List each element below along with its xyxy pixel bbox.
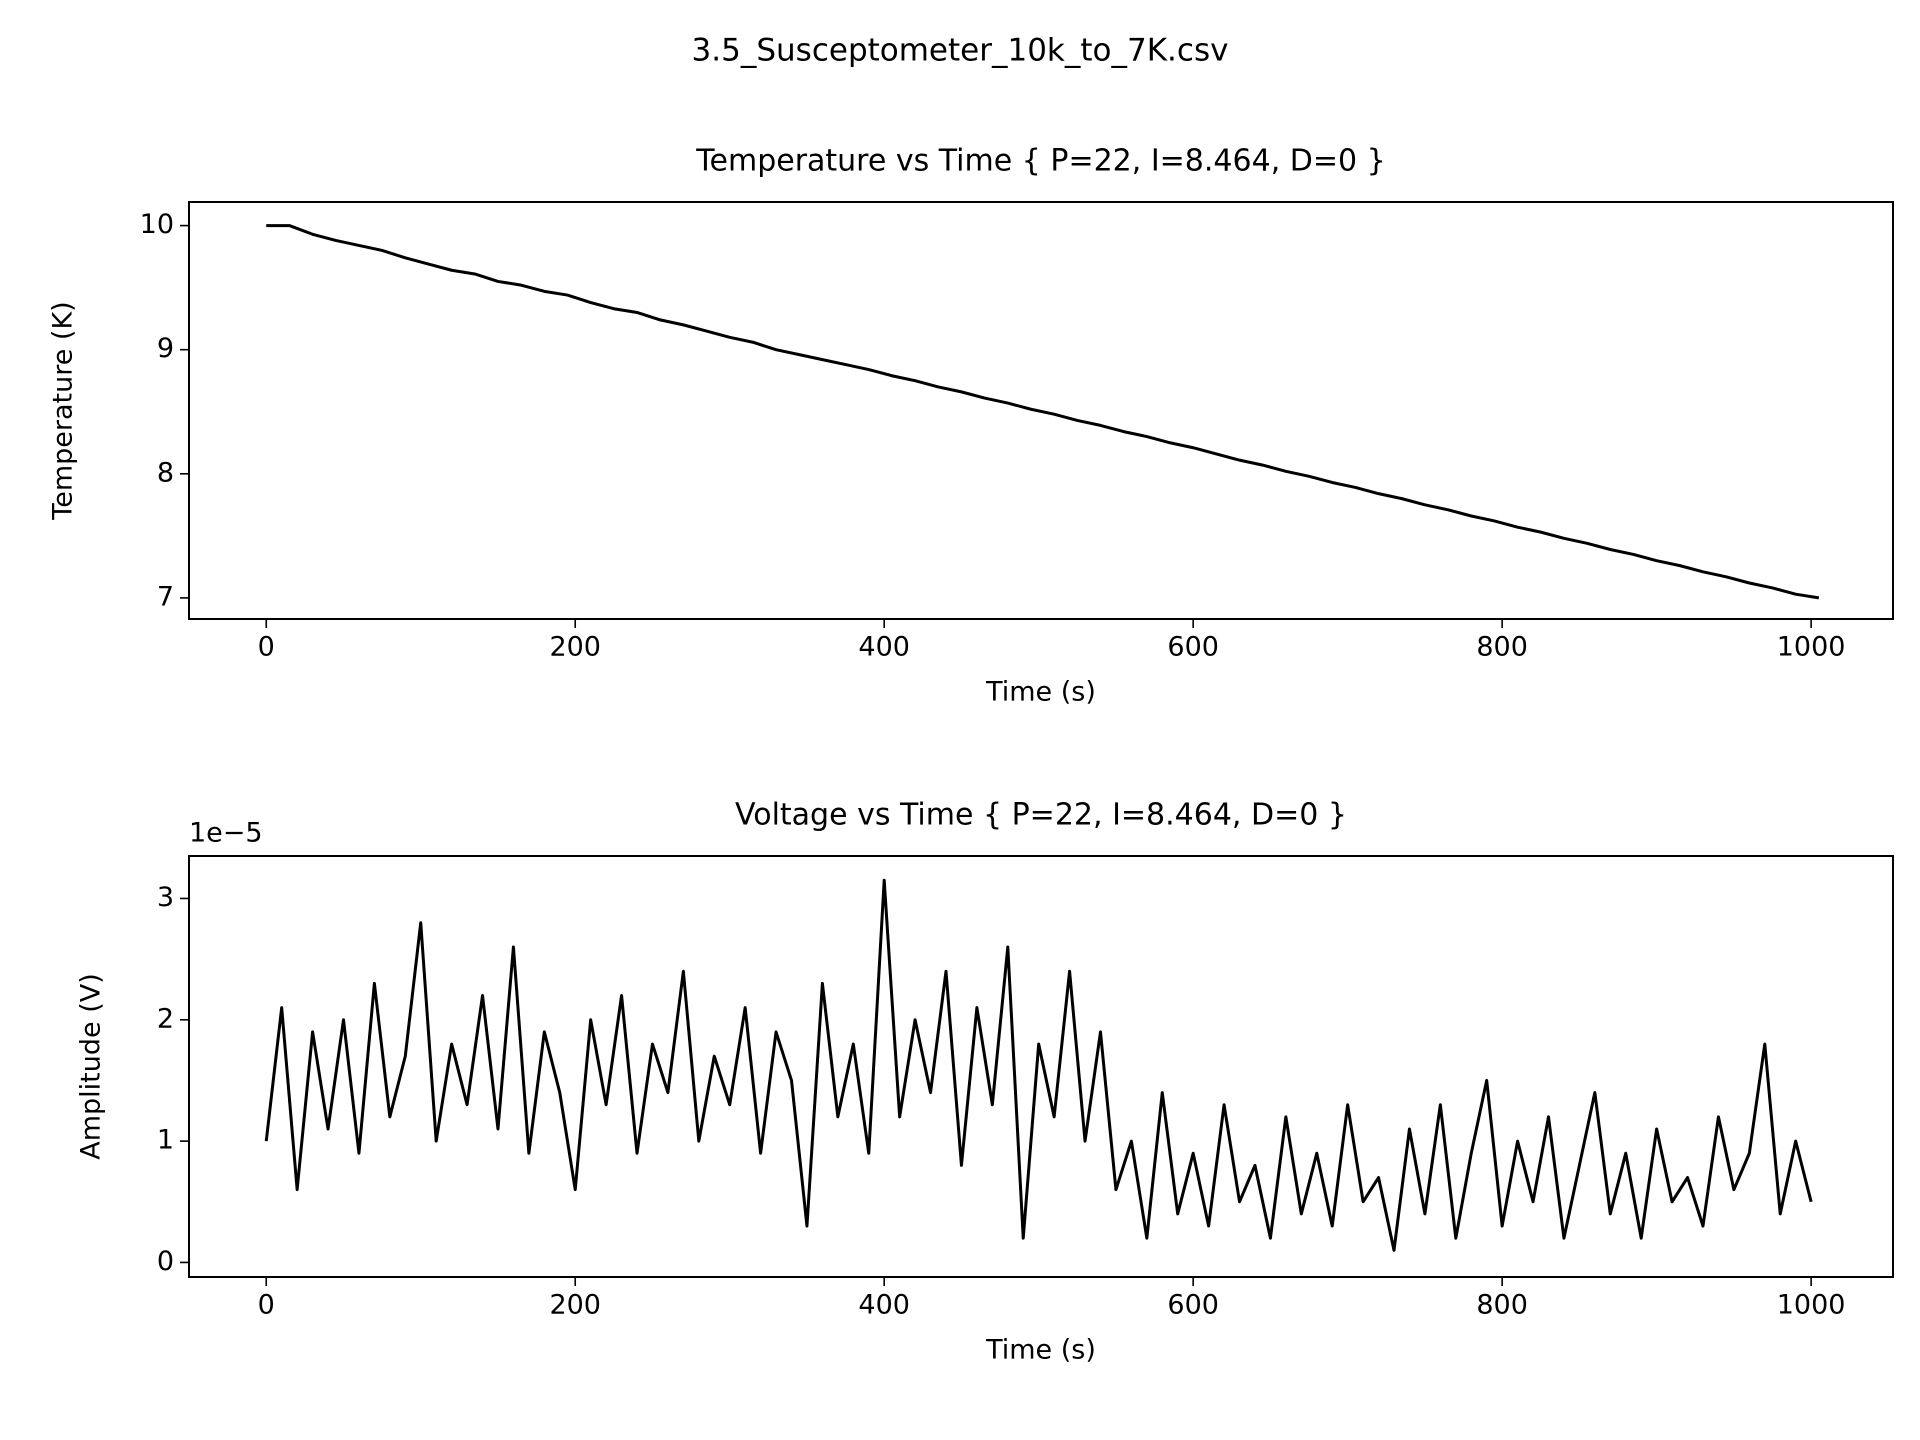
x-tick-label: 0	[258, 632, 275, 663]
chart-title: Temperature vs Time { P=22, I=8.464, D=0…	[695, 144, 1385, 179]
x-axis-label: Time (s)	[985, 677, 1096, 708]
x-tick-label: 200	[549, 632, 601, 663]
data-line	[264, 878, 1813, 1252]
y-tick-label: 9	[157, 333, 174, 364]
plot-frame	[188, 201, 1894, 620]
x-tick-label: 600	[1167, 632, 1219, 663]
x-tick-label: 1000	[1777, 1290, 1846, 1321]
y-tick-label: 1	[157, 1125, 174, 1156]
x-tick-label: 800	[1476, 1290, 1528, 1321]
x-tick-label: 400	[858, 1290, 910, 1321]
x-tick-label: 0	[258, 1290, 275, 1321]
offset-text: 1e−5	[189, 818, 263, 849]
y-tick-label: 7	[157, 581, 174, 612]
y-tick-label: 8	[157, 457, 174, 488]
chart-title: Voltage vs Time { P=22, I=8.464, D=0 }	[735, 798, 1347, 833]
y-axis-label: Amplitude (V)	[76, 973, 107, 1159]
x-tick-label: 200	[549, 1290, 601, 1321]
x-axis-label: Time (s)	[985, 1335, 1096, 1366]
y-tick-label: 2	[157, 1003, 174, 1034]
plot-frame	[188, 855, 1894, 1278]
x-tick-label: 800	[1476, 632, 1528, 663]
data-line	[266, 224, 1820, 600]
y-axis-label: Temperature (K)	[48, 301, 79, 520]
y-tick-label: 0	[157, 1246, 174, 1277]
y-tick-label: 10	[140, 209, 174, 240]
x-tick-label: 400	[858, 632, 910, 663]
x-tick-label: 1000	[1777, 632, 1846, 663]
x-tick-label: 600	[1167, 1290, 1219, 1321]
figure-title: 3.5_Susceptometer_10k_to_7K.csv	[692, 33, 1229, 69]
y-tick-label: 3	[157, 882, 174, 913]
